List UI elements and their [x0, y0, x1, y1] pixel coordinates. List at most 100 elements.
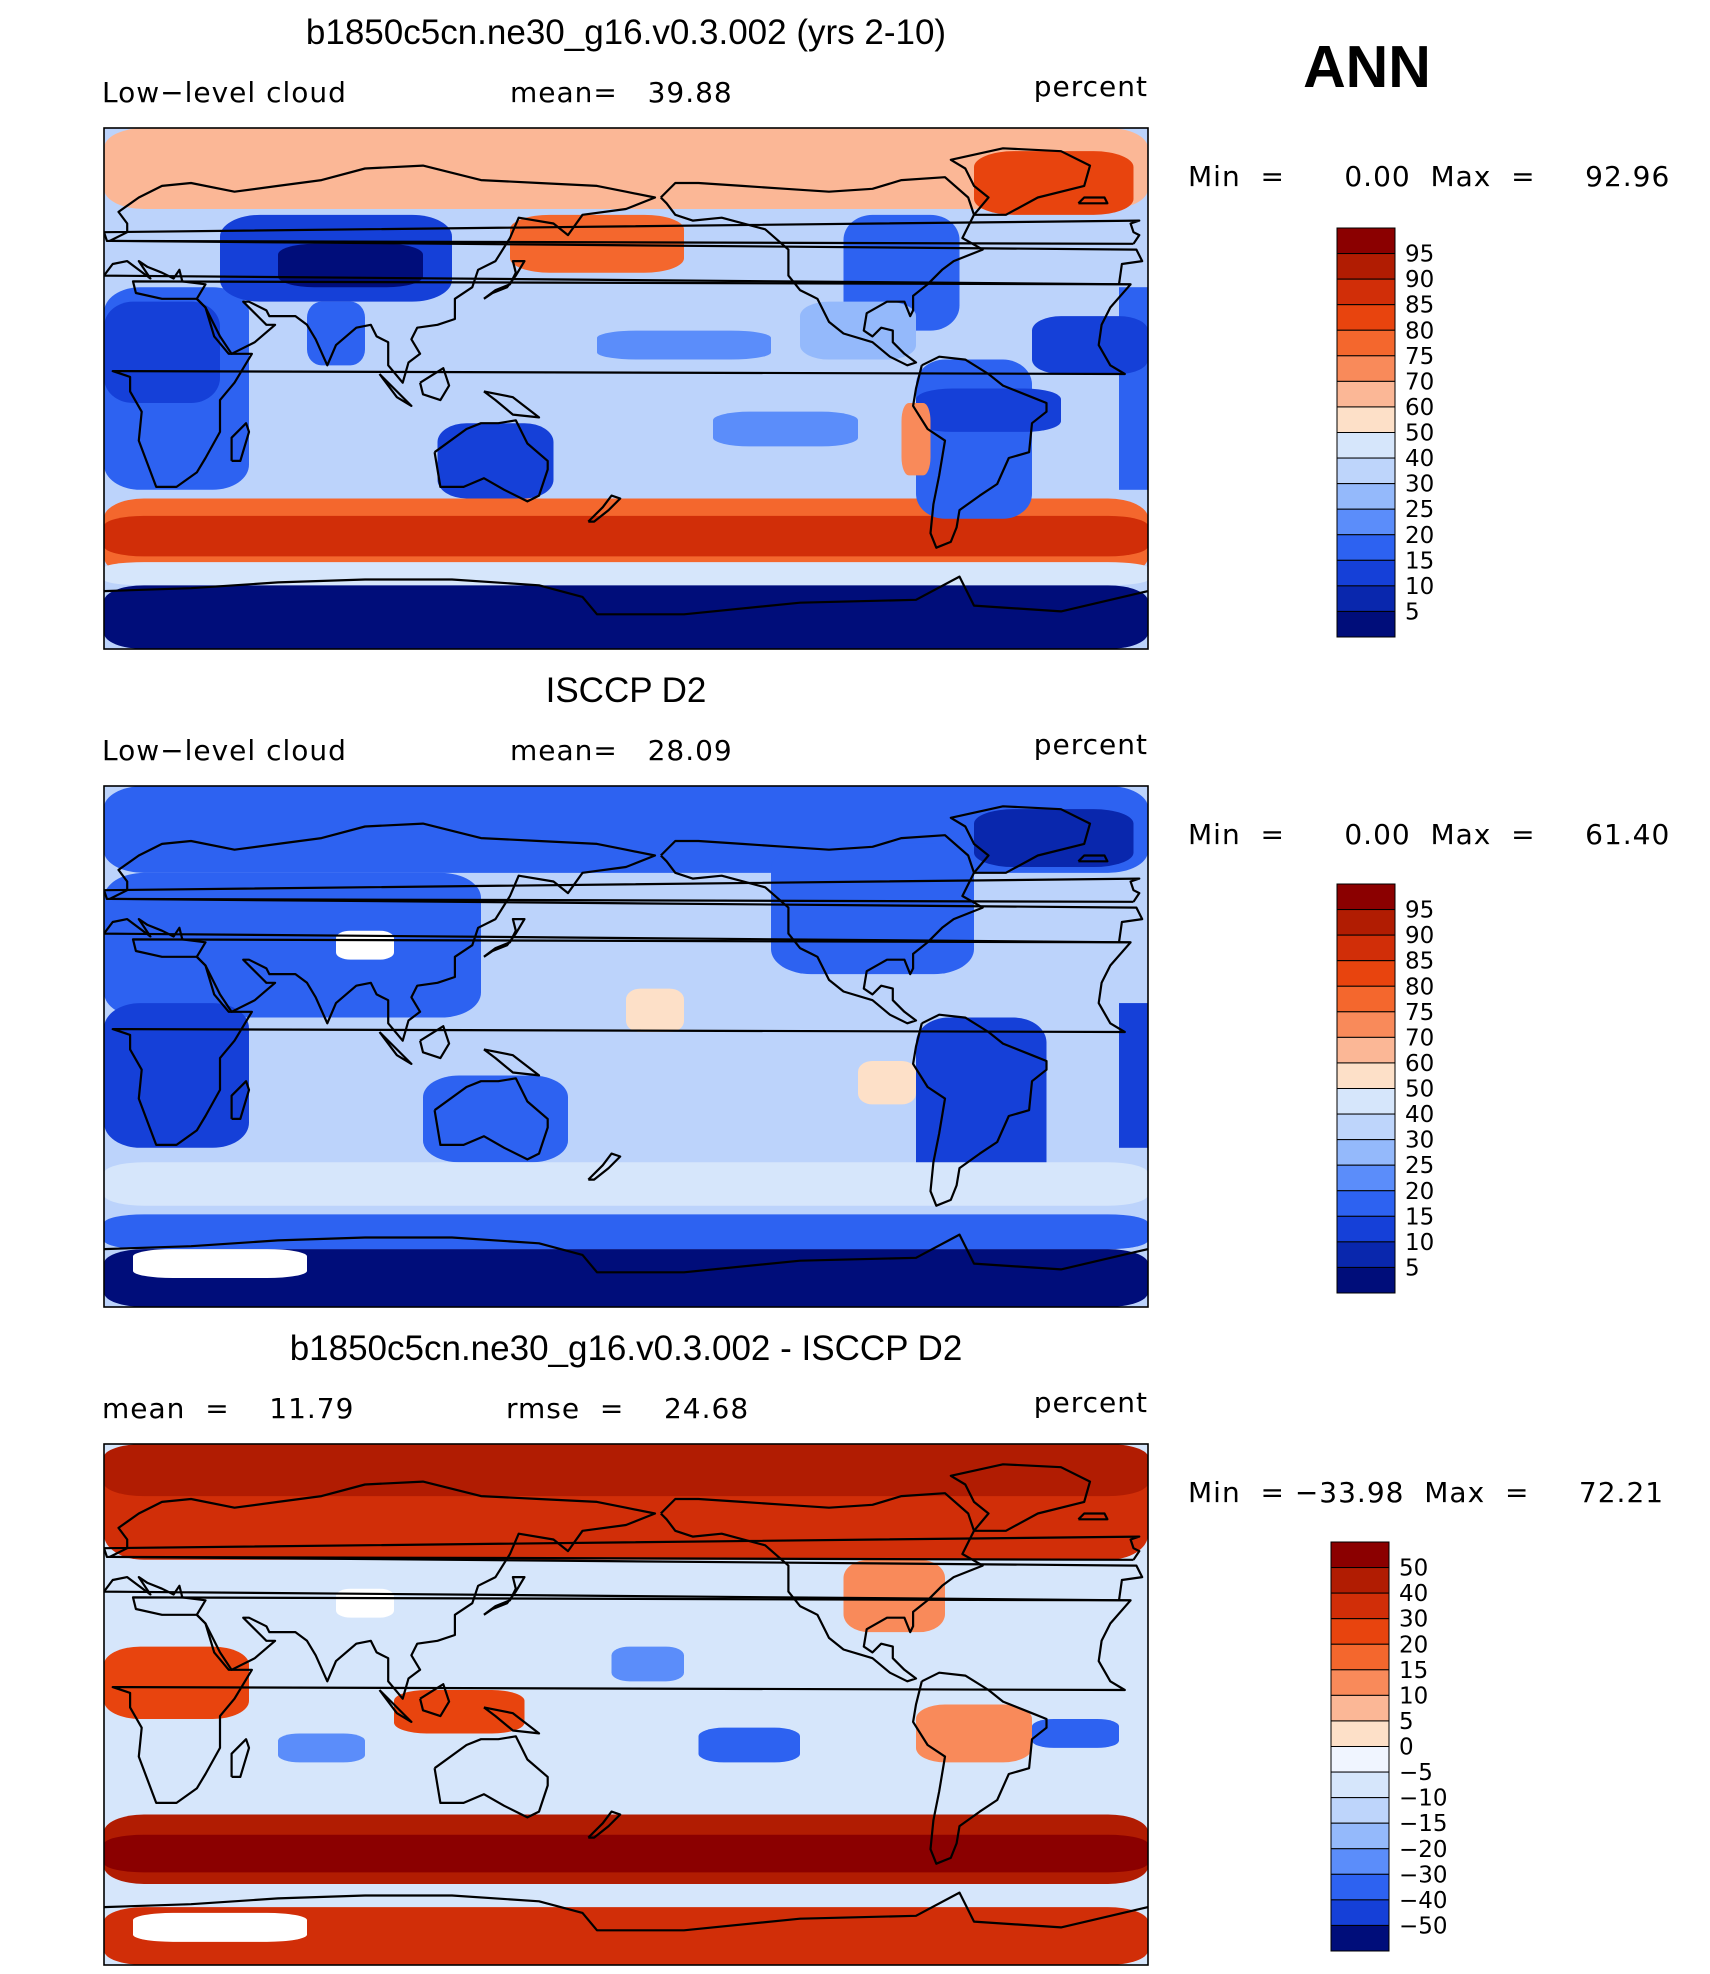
colorbar-swatch [1336, 1241, 1396, 1268]
colorbar-swatch [1336, 304, 1396, 331]
coastline [111, 938, 1132, 1147]
coastline [104, 1233, 1148, 1274]
colorbar-swatch [1336, 960, 1396, 987]
coastline [419, 1025, 451, 1060]
colorbar-swatch [1336, 1088, 1396, 1115]
coastline [911, 355, 1048, 549]
coastline [104, 1535, 1141, 1561]
coastline [587, 1152, 622, 1181]
colorbar-swatch [1336, 508, 1396, 536]
colorbar-tick-label: 15 [1399, 1658, 1428, 1684]
value-region [104, 562, 1148, 586]
colorbar-tick-label: 10 [1405, 1230, 1434, 1256]
colorbar-tick-label: 30 [1399, 1607, 1428, 1633]
coastline [660, 176, 984, 367]
colorbar-tick-label: −5 [1399, 1760, 1433, 1786]
value-region [974, 809, 1134, 868]
coastline [483, 1575, 526, 1616]
colorbar-tick-label: −10 [1399, 1786, 1448, 1812]
coastline [104, 822, 1144, 1042]
panel-difference: b1850c5cn.ne30_g16.v0.3.002 - ISCCP D2 m… [102, 1329, 1664, 1966]
value-region [597, 330, 771, 360]
value-region [858, 1060, 916, 1105]
colorbar-swatch [1330, 1771, 1390, 1799]
value-region [394, 1690, 525, 1734]
min-max-label: Min = −33.98 Max = 72.21 [1188, 1476, 1664, 1509]
colorbar-tick-label: 90 [1405, 923, 1434, 949]
value-region [307, 301, 365, 366]
colorbar-tick-label: 50 [1405, 421, 1434, 447]
colorbar-swatch [1336, 1266, 1396, 1294]
colorbar-tick-label: 20 [1405, 523, 1434, 549]
colorbar-swatch [1336, 934, 1396, 962]
panel-model: b1850c5cn.ne30_g16.v0.3.002 (yrs 2-10) L… [102, 13, 1670, 650]
value-region [104, 1162, 1148, 1206]
value-region [104, 1646, 249, 1719]
colorbar-swatch [1336, 1011, 1396, 1038]
colorbar-swatch [1336, 1215, 1396, 1243]
colorbar-tick-label: 70 [1405, 369, 1434, 395]
colorbar-tick-label: 90 [1405, 267, 1434, 293]
value-region [104, 1249, 1148, 1307]
coastline [1077, 854, 1109, 863]
coastline [949, 805, 1092, 874]
coastline [587, 1810, 622, 1839]
coastline [433, 419, 549, 503]
colorbar-tick-label: 50 [1399, 1556, 1428, 1582]
map-frame [103, 127, 1149, 650]
coastline [104, 164, 1144, 384]
value-region [104, 1907, 1148, 1965]
colorbar-tick-label: 5 [1399, 1709, 1414, 1735]
colorbar-swatch [1336, 483, 1396, 510]
colorbar-tick-label: 70 [1405, 1025, 1434, 1051]
colorbar-tick-label: 15 [1405, 548, 1434, 574]
colorbar-swatch [1330, 1873, 1390, 1901]
colorbar-swatch [1336, 1164, 1396, 1192]
colorbar-swatch [1330, 1592, 1390, 1620]
colorbar-swatch [1336, 534, 1396, 561]
min-max-label: Min = 0.00 Max = 92.96 [1188, 160, 1670, 193]
coastline [419, 367, 451, 402]
colorbar-swatch [1336, 329, 1396, 357]
colorbar-swatch [1336, 585, 1396, 612]
colorbar-swatch [1330, 1720, 1390, 1747]
colorbar-tick-label: 15 [1405, 1204, 1434, 1230]
value-region [510, 214, 684, 273]
colorbar-swatch [1330, 1797, 1390, 1824]
coastline [104, 877, 1141, 903]
colorbar-swatch [1330, 1541, 1390, 1569]
colorbar-swatch [1330, 1899, 1390, 1926]
colorbar-tick-label: 30 [1405, 472, 1434, 498]
map-frame [103, 785, 1149, 1308]
colorbar-swatch [1336, 227, 1396, 255]
colorbar-swatch [1336, 1139, 1396, 1166]
colorbar-tick-label: 20 [1399, 1632, 1428, 1658]
colorbar-tick-label: −15 [1399, 1811, 1448, 1837]
colorbar-tick-label: 50 [1405, 1077, 1434, 1103]
colorbar-tick-label: −50 [1399, 1913, 1448, 1939]
map-frame [103, 1443, 1149, 1966]
coastline [660, 1492, 984, 1683]
value-region [916, 1017, 1047, 1192]
coastline [378, 373, 413, 407]
colorbar-tick-label: 75 [1405, 344, 1434, 370]
coastline [104, 1891, 1148, 1932]
colorbar-tick-label: 5 [1405, 599, 1420, 625]
colorbar-swatch [1336, 1062, 1396, 1089]
coastline [433, 1735, 549, 1819]
value-region [1119, 1003, 1148, 1148]
colorbar-swatch [1336, 1190, 1396, 1217]
value-region [916, 359, 1032, 519]
variable-label: Low−level cloud [102, 76, 347, 109]
units-label: percent [1034, 728, 1148, 761]
value-region [104, 585, 1148, 649]
colorbar-swatch [1330, 1694, 1390, 1722]
coastline [1077, 196, 1109, 205]
value-region [104, 1214, 1148, 1250]
colorbar-swatch [1336, 457, 1396, 485]
colorbar-swatch [1336, 1036, 1396, 1064]
coastline [587, 494, 622, 523]
